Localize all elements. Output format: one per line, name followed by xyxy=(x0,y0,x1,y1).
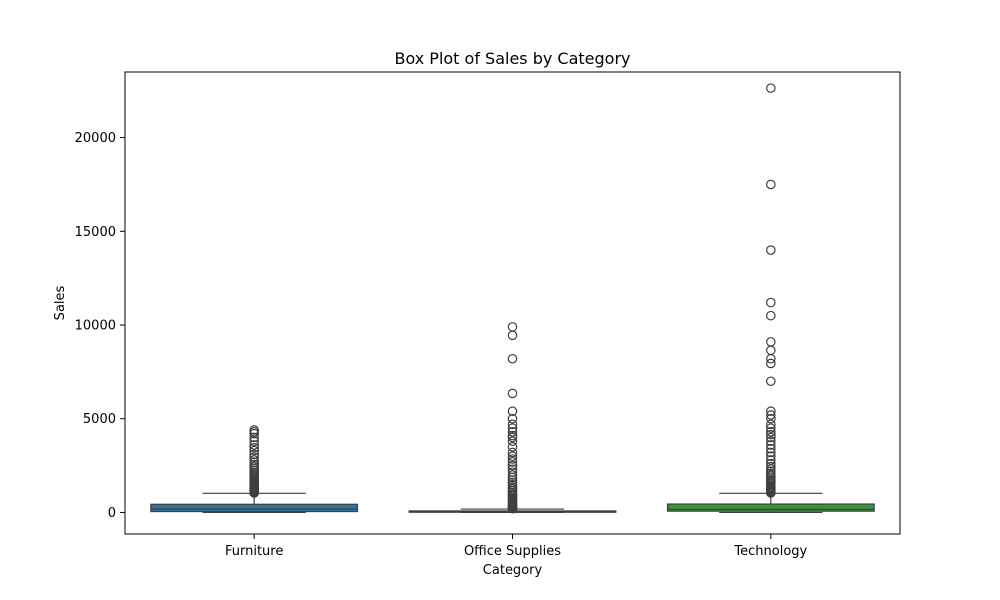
outlier-point xyxy=(766,455,776,465)
outlier-point xyxy=(507,413,518,424)
outlier-point xyxy=(766,345,776,356)
outlier-point xyxy=(766,358,776,369)
outlier-point xyxy=(507,460,518,471)
outlier-point xyxy=(507,447,518,458)
outlier-point xyxy=(766,423,776,433)
outlier-point xyxy=(766,451,776,462)
outlier-point xyxy=(766,436,776,447)
outlier-point xyxy=(249,427,259,437)
outlier-point xyxy=(249,432,259,443)
outlier-point xyxy=(507,322,518,332)
outlier-point xyxy=(766,443,776,454)
outlier-point xyxy=(507,330,518,341)
outlier-point xyxy=(766,429,776,440)
outlier-point xyxy=(507,436,518,447)
outlier-point xyxy=(507,388,518,399)
outlier-point xyxy=(507,406,518,417)
outlier-point xyxy=(766,179,776,190)
outlier-point xyxy=(766,419,776,430)
outlier-point xyxy=(249,436,259,447)
outlier-point xyxy=(249,445,259,456)
box-group-office-supplies xyxy=(408,322,617,514)
outlier-point xyxy=(507,457,518,467)
y-axis-label: Sales xyxy=(53,285,68,320)
y-tick-label: 20000 xyxy=(75,131,116,146)
outlier-point xyxy=(766,427,776,437)
iqr-box xyxy=(150,503,359,513)
outlier-point xyxy=(507,419,518,430)
y-axis: 0 5000 10000 15000 20000 xyxy=(75,131,125,521)
box-group-technology xyxy=(666,83,875,514)
outlier-point xyxy=(766,83,776,93)
outlier-point xyxy=(507,430,518,441)
outlier-point xyxy=(249,452,259,462)
iqr-box xyxy=(666,503,875,512)
box-group-furniture xyxy=(150,425,359,514)
x-axis: Furniture Office Supplies Technology xyxy=(225,534,808,559)
x-tick-label: Office Supplies xyxy=(464,544,561,559)
x-axis-label: Category xyxy=(483,563,543,578)
x-tick-label: Technology xyxy=(733,544,807,559)
outlier-point xyxy=(766,297,776,308)
outlier-point xyxy=(249,442,259,453)
outlier-point xyxy=(766,310,776,321)
outlier-point xyxy=(507,442,518,452)
outlier-point xyxy=(766,337,776,347)
outlier-point xyxy=(766,458,776,469)
y-tick-label: 10000 xyxy=(75,319,116,334)
outlier-point xyxy=(507,451,518,462)
outlier-point xyxy=(507,477,518,488)
outlier-point xyxy=(507,427,518,437)
outlier-point xyxy=(249,455,259,465)
outlier-point xyxy=(249,449,259,460)
outlier-point xyxy=(249,425,259,435)
outlier-point xyxy=(507,464,518,475)
outlier-point xyxy=(249,440,259,450)
outlier-point xyxy=(766,245,776,255)
y-tick-label: 15000 xyxy=(75,225,116,240)
outlier-point xyxy=(507,353,518,364)
outlier-point xyxy=(507,423,518,433)
outlier-point xyxy=(507,467,518,477)
outlier-point xyxy=(766,406,776,417)
y-tick-label: 5000 xyxy=(83,412,116,427)
outlier-point xyxy=(766,432,776,443)
outlier-point xyxy=(766,410,776,420)
boxes-layer xyxy=(150,83,875,514)
outlier-point xyxy=(766,447,776,458)
outlier-point xyxy=(507,454,518,464)
outlier-point xyxy=(766,413,776,424)
outlier-point xyxy=(766,376,776,387)
y-tick-label: 0 xyxy=(108,506,116,521)
x-tick-label: Furniture xyxy=(225,544,283,559)
outlier-point xyxy=(766,461,776,472)
outlier-point xyxy=(766,440,776,450)
chart-title: Box Plot of Sales by Category xyxy=(394,49,630,68)
outlier-point xyxy=(507,470,518,480)
